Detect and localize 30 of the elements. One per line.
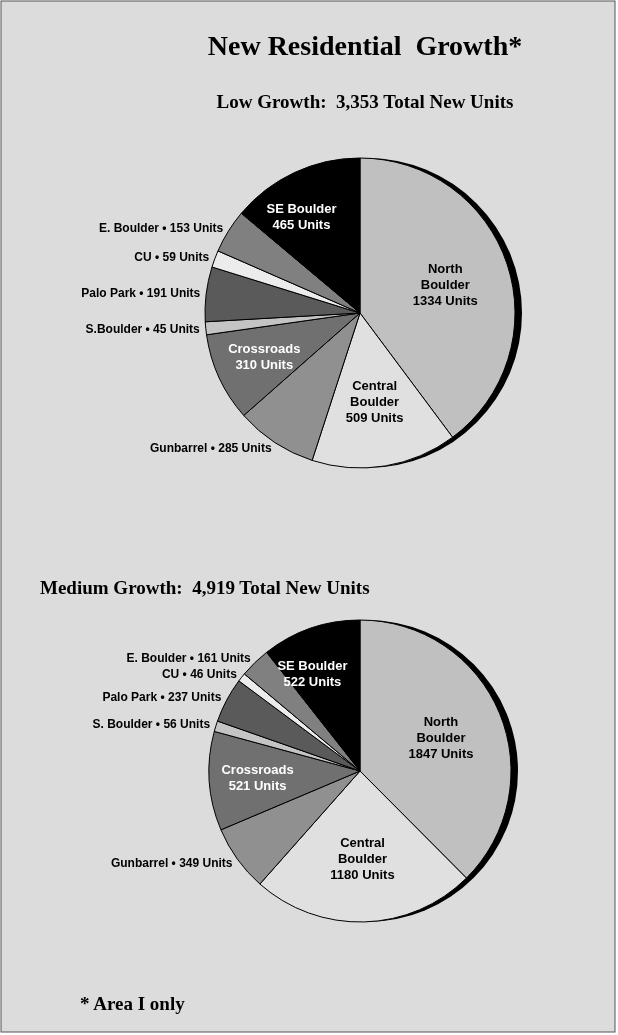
data-label: 522 Units [283,673,342,689]
data-label: 465 Units [272,217,331,233]
data-label: 1180 Units [330,866,395,882]
data-label: 1847 Units [408,745,474,761]
slice-label: Crossroads [221,761,294,777]
data-label: 509 Units [345,409,404,425]
slice-label: SE Boulder [266,201,337,217]
slice-label: E. Boulder • 153 Units [98,221,224,236]
slice-label: S. Boulder • 56 Units [92,717,211,732]
slice-label: S.Boulder • 45 Units [85,321,201,336]
slice-label: Palo Park • 191 Units [81,286,201,301]
slice-label: Central Boulder [350,377,400,409]
data-label: 521 Units [228,777,287,793]
slice-label: CU • 46 Units [161,666,238,681]
chart-title: Medium Growth: 4,919 Total New Units [40,577,370,598]
slice-label: SE Boulder [277,657,348,673]
slice-label: CU • 59 Units [134,249,210,264]
text: * Area I only [80,993,186,1014]
data-label: 310 Units [235,357,294,373]
slice-label: Gunbarrel • 349 Units [110,855,233,870]
slice-label: North Boulder [416,713,466,745]
slice-label: Central Boulder [337,834,388,866]
slice-label: Palo Park • 237 Units [102,690,222,705]
chart-title: New Residential Growth* [207,30,523,61]
slice-label: E. Boulder • 161 Units [126,651,252,666]
data-label: 1334 Units [412,292,478,308]
chart-subtitle: Low Growth: 3,353 Total New Units [216,91,514,112]
slice-label: Crossroads [228,341,301,357]
slice-label: Gunbarrel • 285 Units [150,440,272,455]
slice-label: North Boulder [420,260,470,292]
